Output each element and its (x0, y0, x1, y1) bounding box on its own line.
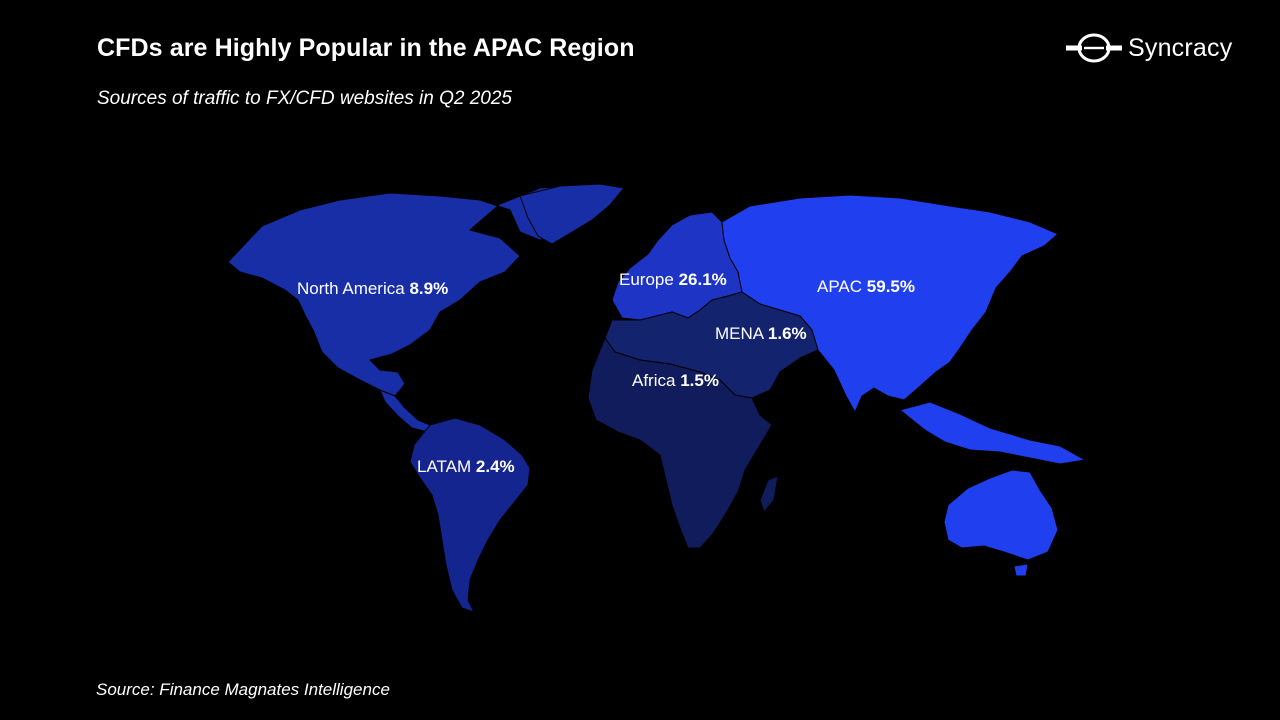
label-africa-name: Africa (632, 371, 676, 390)
label-europe-name: Europe (619, 270, 674, 289)
label-mena-value: 1.6% (767, 324, 807, 343)
page-subtitle: Sources of traffic to FX/CFD websites in… (97, 88, 513, 109)
region-greenland (519, 183, 625, 245)
label-apac-value: 59.5% (866, 277, 915, 296)
source-note: Source: Finance Magnates Intelligence (96, 680, 390, 699)
label-europe: Europe 26.1% (619, 270, 727, 290)
label-north-america-name: North America (297, 279, 405, 298)
region-africa (587, 337, 773, 549)
label-apac-name: APAC (817, 277, 863, 296)
label-africa-value: 1.5% (680, 371, 719, 390)
label-latam-value: 2.4% (475, 457, 515, 476)
label-apac: APAC 59.5% (817, 277, 915, 297)
logo-text: Syncracy (1128, 33, 1233, 62)
label-latam-name: LATAM (417, 457, 472, 476)
syncracy-logo-icon (1066, 33, 1122, 63)
label-mena: MENA 1.6% (715, 324, 807, 344)
region-madagascar (759, 475, 779, 513)
region-tasmania (1013, 563, 1029, 577)
label-europe-value: 26.1% (678, 270, 727, 289)
region-central-america (379, 389, 431, 433)
page-title: CFDs are Highly Popular in the APAC Regi… (97, 34, 635, 62)
label-mena-name: MENA (715, 324, 764, 343)
label-latam: LATAM 2.4% (417, 457, 515, 477)
region-apac-islands (899, 401, 1086, 465)
label-north-america: North America 8.9% (297, 279, 448, 299)
label-africa: Africa 1.5% (632, 371, 719, 391)
region-australia (943, 469, 1059, 561)
region-north-america (227, 183, 621, 397)
brand-logo: Syncracy (1064, 30, 1254, 66)
label-north-america-value: 8.9% (409, 279, 449, 298)
region-latam (409, 417, 531, 613)
